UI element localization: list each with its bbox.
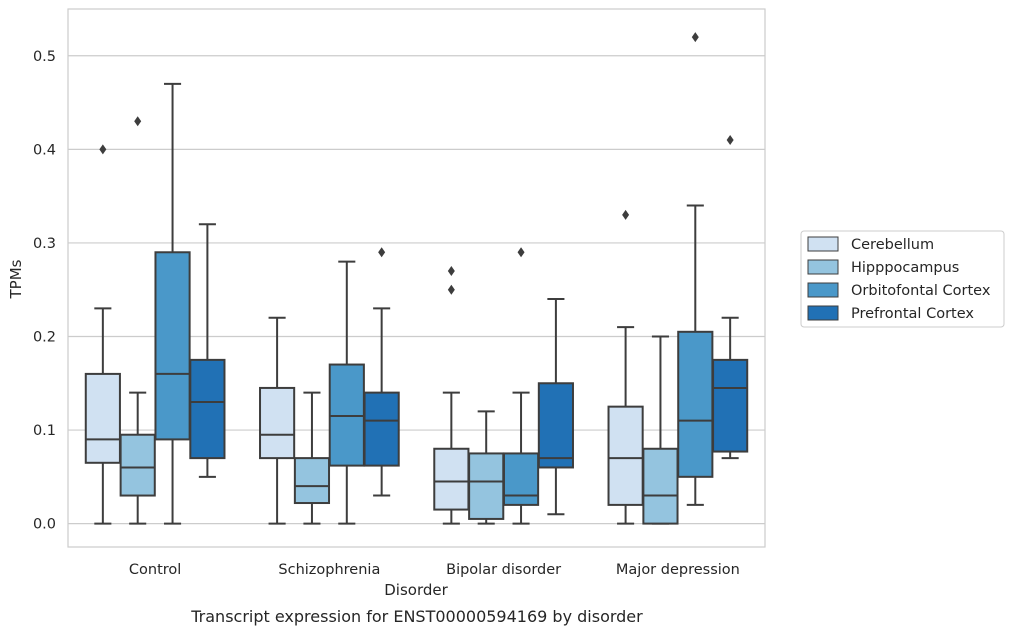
x-axis: Control Schizophrenia Bipolar disorder Majo… [129, 562, 740, 578]
box-group [607, 209, 644, 525]
legend-swatch [807, 236, 839, 252]
y-axis-label: TPMs [7, 259, 25, 299]
box-group [84, 144, 121, 525]
outlier-point [99, 144, 107, 155]
box-body [259, 386, 296, 460]
legend-swatch [807, 259, 839, 275]
legend-label: Prefrontal Cortex [851, 306, 974, 322]
outlier-point [378, 247, 386, 258]
box-group [712, 134, 749, 460]
x-tick-label: Control [129, 562, 181, 578]
legend-label: Orbitofontal Cortex [851, 283, 991, 299]
legend-swatch [807, 282, 839, 298]
box-group [468, 410, 505, 525]
box-group [642, 335, 679, 525]
legend-frame [800, 230, 1005, 328]
x-tick-label: Major depression [616, 562, 740, 578]
boxes-layer [84, 32, 749, 525]
box-group [363, 247, 400, 497]
outlier-point [134, 116, 142, 127]
box-group [293, 391, 331, 525]
box-body [642, 447, 679, 525]
box-body [433, 447, 470, 511]
box-group [677, 32, 714, 506]
chart-caption: Transcript expression for ENST0000059416… [190, 607, 643, 626]
box-body [84, 372, 121, 464]
box-group [433, 265, 470, 525]
y-tick-label: 0.1 [33, 423, 56, 439]
plot-frame [67, 8, 766, 548]
box-body [468, 452, 505, 520]
outlier-point [517, 247, 525, 258]
outlier-point [447, 284, 455, 295]
box-body [607, 405, 644, 506]
box-group [502, 247, 540, 525]
legend-swatch [807, 305, 839, 321]
x-tick-label: Bipolar disorder [446, 562, 561, 578]
box-body [189, 358, 226, 460]
box-body [502, 452, 540, 506]
box-group [154, 82, 191, 525]
box-body [119, 433, 156, 497]
box-group [537, 298, 574, 516]
box-body [712, 358, 749, 453]
x-axis-label: Disorder [384, 581, 448, 599]
outlier-point [622, 209, 630, 220]
x-tick-label: Schizophrenia [278, 562, 380, 578]
y-tick-label: 0.4 [33, 142, 56, 158]
y-tick-label: 0.5 [33, 49, 56, 65]
outlier-point [691, 32, 699, 43]
outlier-point [447, 265, 455, 276]
box-body [537, 382, 574, 469]
box-body [677, 330, 714, 478]
outlier-point [726, 134, 734, 145]
y-axis: 0.0 0.1 0.2 0.3 0.4 0.5 [33, 49, 56, 533]
box-group [189, 223, 226, 478]
box-group [328, 260, 365, 525]
y-tick-label: 0.0 [33, 517, 56, 533]
y-tick-label: 0.3 [33, 236, 56, 252]
box-group [259, 316, 296, 525]
box-body [154, 251, 191, 441]
box-group [119, 116, 156, 525]
y-tick-label: 0.2 [33, 329, 56, 345]
box-body [363, 391, 400, 467]
box-body [293, 457, 331, 505]
legend: Cerebellum Hipppocampus Orbitofontal Corte… [800, 230, 1005, 328]
legend-label: Hipppocampus [851, 260, 959, 276]
legend-label: Cerebellum [851, 237, 934, 253]
